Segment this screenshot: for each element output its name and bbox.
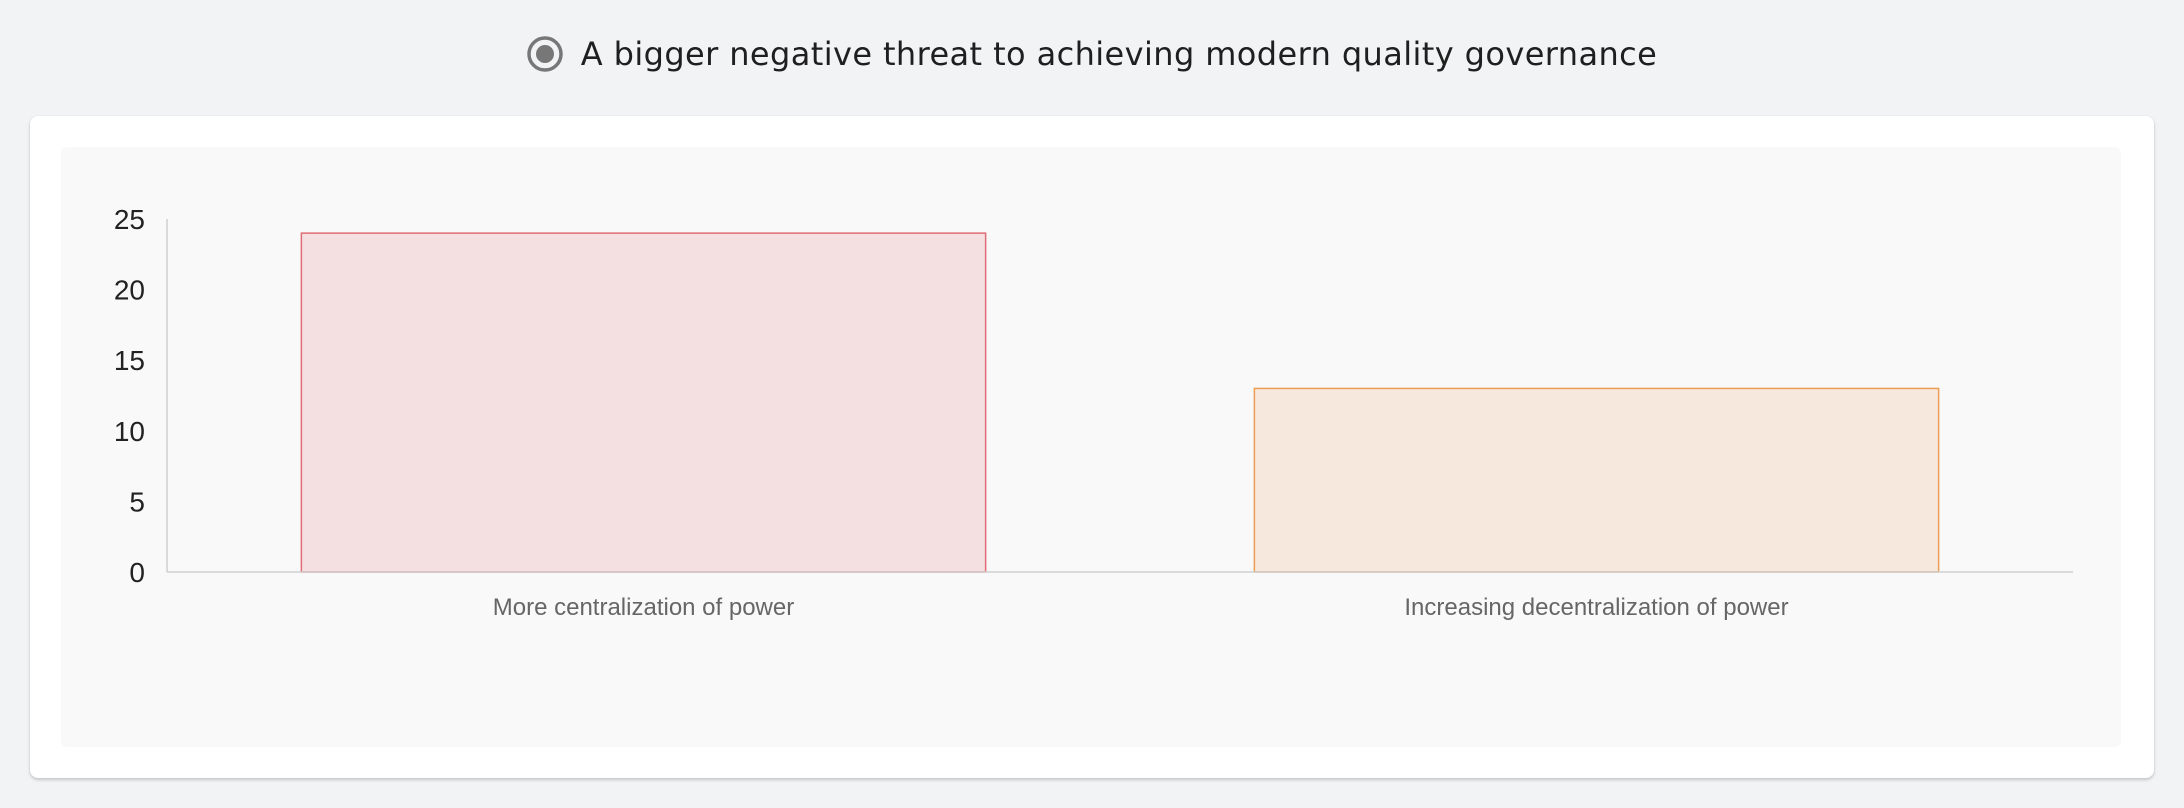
x-axis: More centralization of power Increasing d…	[167, 571, 2073, 621]
y-tick-label: 0	[129, 557, 145, 588]
y-tick-label: 15	[114, 345, 145, 376]
radio-selected-icon[interactable]	[527, 36, 563, 72]
y-tick-label: 10	[114, 416, 145, 447]
chart-panel: 0 5 10 15 20 25 More centralization of power I…	[61, 147, 2121, 747]
chart-header: A bigger negative threat to achieving mo…	[0, 0, 2184, 116]
chart-title: A bigger negative threat to achieving mo…	[580, 35, 1658, 73]
y-axis: 0 5 10 15 20 25	[114, 204, 168, 588]
y-tick-label: 5	[129, 486, 145, 517]
chart-card: 0 5 10 15 20 25 More centralization of power I…	[30, 116, 2154, 778]
bars	[300, 232, 1940, 573]
bar-chart: 0 5 10 15 20 25 More centralization of power I…	[114, 204, 2073, 621]
bar	[1253, 387, 1940, 573]
chart-header-inner: A bigger negative threat to achieving mo…	[527, 35, 1657, 73]
x-category-label: Increasing decentralization of power	[1404, 594, 1788, 621]
bar	[300, 232, 987, 573]
y-tick-label: 20	[114, 275, 145, 306]
y-tick-label: 25	[114, 204, 145, 235]
x-category-label: More centralization of power	[493, 594, 794, 621]
